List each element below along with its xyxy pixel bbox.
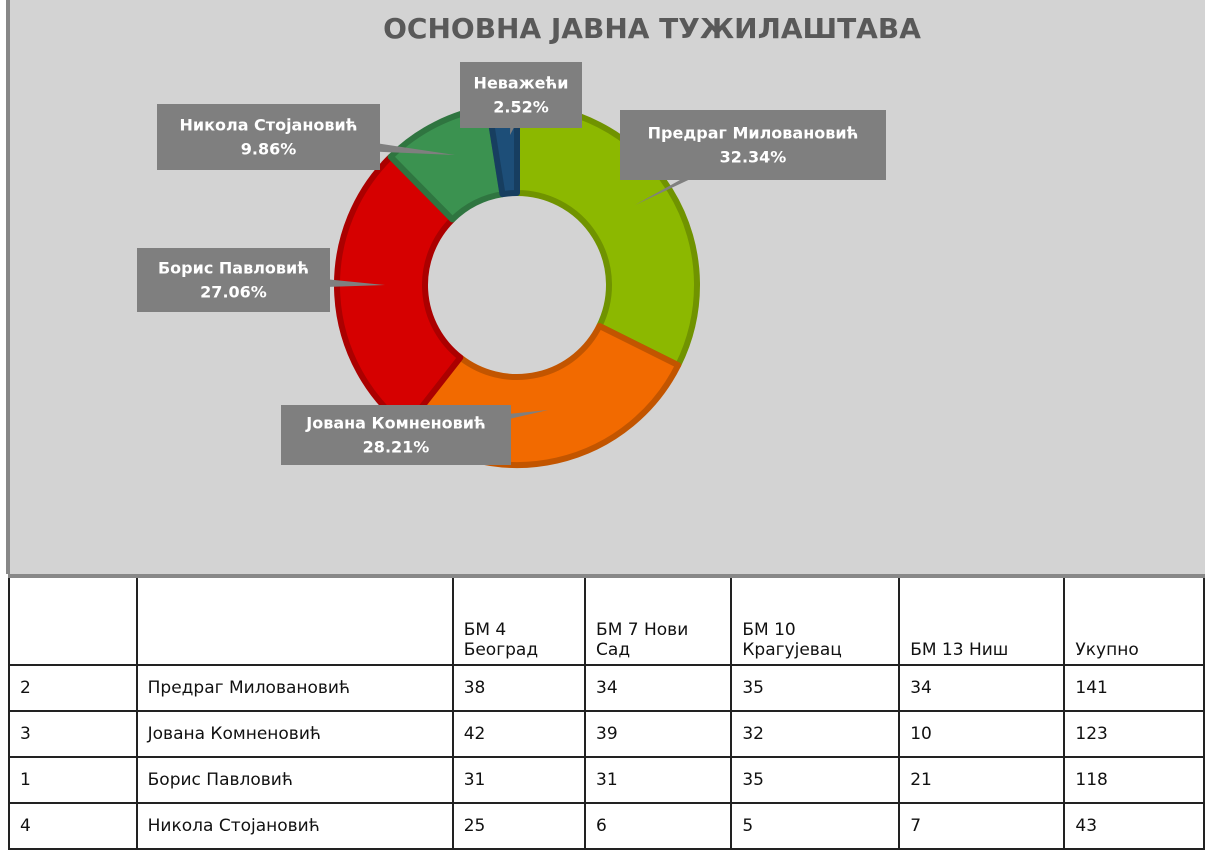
table-cell: 31 xyxy=(584,756,733,804)
table-cell: Укупно xyxy=(1063,574,1205,666)
label-name: Борис Павловић xyxy=(158,259,309,278)
table-cell: БМ 10 Крагујевац xyxy=(730,574,901,666)
table-cell: 123 xyxy=(1063,710,1205,758)
table-cell xyxy=(135,574,454,666)
header-row: БМ 4 Београд БМ 7 Нови Сад БМ 10 Крагујева… xyxy=(8,574,1205,666)
table-cell: 1 xyxy=(8,756,138,804)
table-row: 2 Предраг Миловановић 38 34 35 34 141 xyxy=(8,664,1205,712)
table-cell: 2 xyxy=(8,664,138,712)
table-cell: 21 xyxy=(898,756,1066,804)
label-name: Никола Стојановић xyxy=(180,116,358,135)
table-cell: БМ 13 Ниш xyxy=(898,574,1066,666)
table: БМ 4 Београд БМ 7 Нови Сад БМ 10 Крагујева… xyxy=(8,574,1205,850)
callout-box xyxy=(281,405,511,465)
table-cell: 35 xyxy=(730,756,901,804)
table-cell: 3 xyxy=(8,710,138,758)
table-cell: 42 xyxy=(451,710,587,758)
label-name: Предраг Миловановић xyxy=(648,124,859,143)
table-cell: 34 xyxy=(584,664,733,712)
callout-box xyxy=(157,104,380,170)
table-cell: Никола Стојановић xyxy=(135,802,454,850)
label-name: Јована Комненовић xyxy=(305,414,485,433)
chart: ОСНОВНА ЈАВНА ТУЖИЛАШТАВА Предраг Милова… xyxy=(10,0,1205,574)
table-cell: Предраг Миловановић xyxy=(135,664,454,712)
data-label: Предраг Миловановић 32.34% xyxy=(620,110,886,205)
table-cell: 39 xyxy=(584,710,733,758)
table-cell: 4 xyxy=(8,802,138,850)
table-cell: 38 xyxy=(451,664,587,712)
table-cell: БМ 7 Нови Сад xyxy=(584,574,733,666)
table-cell: 32 xyxy=(730,710,901,758)
callout-box xyxy=(460,62,582,128)
label-value: 27.06% xyxy=(200,283,267,302)
table-cell: 10 xyxy=(898,710,1066,758)
label-value: 32.34% xyxy=(720,148,787,167)
data-label: Никола Стојановић 9.86% xyxy=(157,104,455,170)
table-cell: 34 xyxy=(898,664,1066,712)
label-value: 28.21% xyxy=(363,438,430,457)
table-cell: Јована Комненовић xyxy=(135,710,454,758)
table-cell: 7 xyxy=(898,802,1066,850)
table-cell: 141 xyxy=(1063,664,1205,712)
table-cell: БМ 4 Београд xyxy=(451,574,587,666)
data-label: Борис Павловић 27.06% xyxy=(137,248,385,312)
table-cell: 5 xyxy=(730,802,901,850)
label-value: 2.52% xyxy=(493,98,549,117)
table-row: 3 Јована Комненовић 42 39 32 10 123 xyxy=(8,710,1205,758)
table-row: 1 Борис Павловић 31 31 35 21 118 xyxy=(8,756,1205,804)
callout-box xyxy=(137,248,330,312)
border xyxy=(6,0,10,574)
data-label: Неважећи 2.52% xyxy=(460,62,582,135)
data-label: Јована Комненовић 28.21% xyxy=(281,405,548,465)
table-cell: 6 xyxy=(584,802,733,850)
table-cell: Борис Павловић xyxy=(135,756,454,804)
label-value: 9.86% xyxy=(241,140,297,159)
table-cell: 43 xyxy=(1063,802,1205,850)
table-cell: 25 xyxy=(451,802,587,850)
slice xyxy=(334,153,464,430)
table-cell: 118 xyxy=(1063,756,1205,804)
chart-title: ОСНОВНА ЈАВНА ТУЖИЛАШТАВА xyxy=(383,12,921,45)
callout-box xyxy=(620,110,886,180)
table-cell: 31 xyxy=(451,756,587,804)
label-name: Неважећи xyxy=(474,74,569,93)
table-cell: 35 xyxy=(730,664,901,712)
table-row: 4 Никола Стојановић 25 6 5 7 43 xyxy=(8,802,1205,850)
table-cell xyxy=(8,574,138,666)
